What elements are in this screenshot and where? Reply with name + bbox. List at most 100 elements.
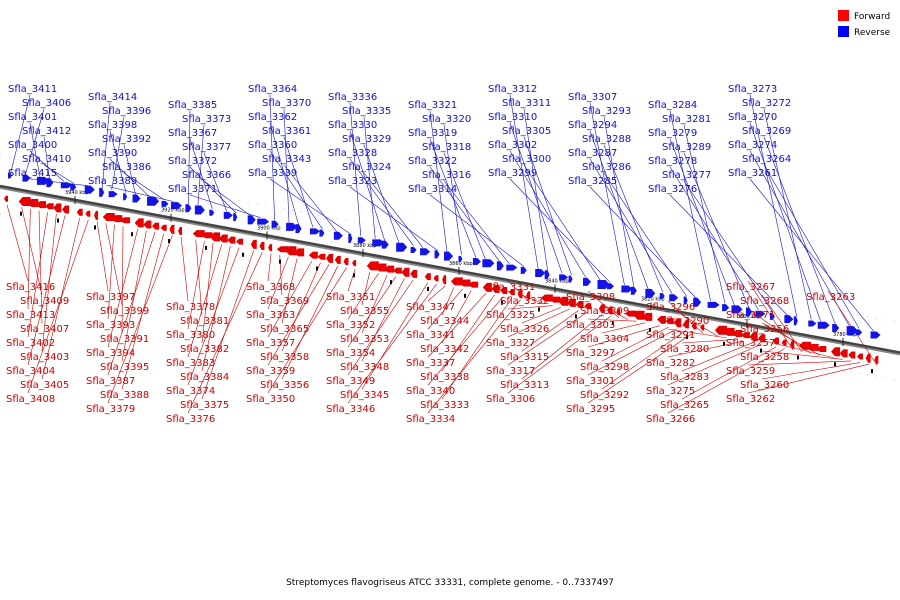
forward-leader-line [187, 241, 205, 330]
forward-gene-arrow [558, 296, 569, 306]
axis-tick-label: 3800 kbp [737, 314, 761, 320]
forward-gene-arrow [865, 353, 871, 363]
reverse-leader-line [363, 144, 400, 244]
reverse-gene-label: Sfla_3392 [102, 134, 151, 145]
forward-gene-label: Sfla_3304 [580, 334, 629, 345]
forward-gene-label: Sfla_3268 [740, 296, 789, 307]
forward-gene-arrow [749, 332, 758, 342]
forward-gene-arrow [848, 351, 856, 359]
forward-gene-arrow [874, 355, 879, 364]
reverse-leader-line [283, 136, 314, 228]
reverse-gene-label: Sfla_3366 [182, 170, 231, 181]
reverse-leader-line [349, 158, 414, 247]
reverse-gene-arrow [707, 301, 720, 308]
axis-shadow [0, 186, 900, 356]
reverse-gene-arrow [630, 286, 637, 295]
forward-gene-label: Sfla_3259 [726, 366, 775, 377]
forward-leader-line [441, 290, 472, 344]
reverse-leader-line [269, 122, 299, 225]
forward-gene-arrow [790, 339, 795, 349]
forward-gene-label: Sfla_3378 [166, 302, 215, 313]
reverse-leader-line [429, 194, 524, 267]
reverse-gene-arrow [247, 215, 256, 225]
reverse-leader-line [509, 178, 611, 283]
forward-gene-arrow [250, 239, 257, 249]
reverse-gene-arrow [793, 316, 798, 326]
forward-gene-label: Sfla_3341 [406, 330, 455, 341]
forward-gene-label: Sfla_3381 [180, 316, 229, 327]
reverse-leader-line [109, 186, 175, 202]
forward-leader-line [201, 242, 214, 344]
reverse-gene-arrow [319, 229, 325, 237]
reverse-leader-line [763, 108, 812, 320]
forward-leader-line [681, 339, 736, 344]
forward-gene-arrow [723, 327, 735, 336]
forward-gene-arrow [210, 232, 221, 242]
reverse-leader-line [109, 130, 127, 193]
forward-leader-line [27, 209, 31, 310]
reverse-gene-label: Sfla_3310 [488, 112, 537, 123]
reverse-gene-arrow [520, 266, 527, 274]
reverse-gene-label: Sfla_3312 [488, 84, 537, 95]
forward-gene-arrow [384, 265, 395, 273]
forward-gene-arrow [656, 316, 666, 324]
reverse-gene-arrow [396, 242, 408, 252]
forward-leader-line [201, 250, 255, 400]
forward-leader-line [347, 273, 379, 320]
forward-gene-label: Sfla_3291 [646, 330, 695, 341]
strand-marker [464, 293, 466, 298]
reverse-leader-line [509, 150, 587, 279]
reverse-gene-arrow [434, 250, 440, 259]
forward-leader-line [361, 282, 429, 390]
forward-gene-label: Sfla_3334 [406, 414, 455, 425]
reverse-gene-label: Sfla_3386 [102, 162, 151, 173]
genome-axis [0, 184, 900, 356]
forward-gene-arrow [308, 251, 318, 259]
forward-leader-line [507, 280, 530, 302]
reverse-gene-label: Sfla_3329 [342, 134, 391, 145]
forward-gene-arrow [392, 267, 402, 274]
reverse-gene-label: Sfla_3390 [88, 148, 137, 159]
strand-marker [205, 245, 207, 250]
forward-gene-label: Sfla_3399 [100, 306, 149, 317]
forward-gene-arrow [758, 334, 766, 343]
legend-swatch-reverse [838, 26, 849, 37]
reverse-gene-label: Sfla_3389 [88, 176, 137, 187]
forward-gene-label: Sfla_3347 [406, 302, 455, 313]
reverse-gene-label: Sfla_3318 [422, 142, 471, 153]
strand-marker [168, 239, 170, 244]
forward-gene-arrow [259, 241, 265, 250]
reverse-gene-label: Sfla_3273 [728, 84, 777, 95]
forward-gene-arrow [410, 269, 418, 278]
reverse-leader-line [189, 194, 261, 218]
forward-gene-arrow [4, 195, 8, 202]
strand-marker [20, 211, 22, 216]
forward-gene-label: Sfla_3333 [420, 400, 469, 411]
forward-leader-line [681, 342, 753, 372]
forward-gene-arrow [285, 246, 297, 256]
reverse-gene-label: Sfla_3293 [582, 106, 631, 117]
forward-gene-arrow [352, 260, 357, 267]
reverse-gene-label: Sfla_3300 [502, 154, 551, 165]
forward-leader-line [347, 269, 356, 292]
reverse-leader-line [123, 144, 136, 195]
strand-marker [131, 232, 133, 237]
forward-leader-line [681, 314, 719, 337]
forward-gene-label: Sfla_3409 [20, 296, 69, 307]
forward-leader-line [281, 258, 298, 324]
reverse-gene-arrow [832, 323, 840, 332]
forward-gene-label: Sfla_3313 [500, 380, 549, 391]
reverse-gene-label: Sfla_3287 [568, 148, 617, 159]
reverse-leader-line [509, 94, 539, 270]
forward-leader-line [195, 239, 203, 316]
forward-leader-line [507, 308, 571, 338]
forward-gene-label: Sfla_3317 [486, 366, 535, 377]
axis-tick-label: 3880 kbp [353, 243, 377, 249]
reverse-gene-arrow [357, 237, 366, 244]
axis-tick-label: 3900 kbp [257, 225, 281, 231]
reverse-gene-arrow [583, 277, 592, 286]
forward-leader-line [281, 265, 339, 380]
reverse-gene-arrow [784, 315, 794, 324]
forward-gene-label: Sfla_3342 [420, 344, 469, 355]
reverse-gene-label: Sfla_3307 [568, 92, 617, 103]
